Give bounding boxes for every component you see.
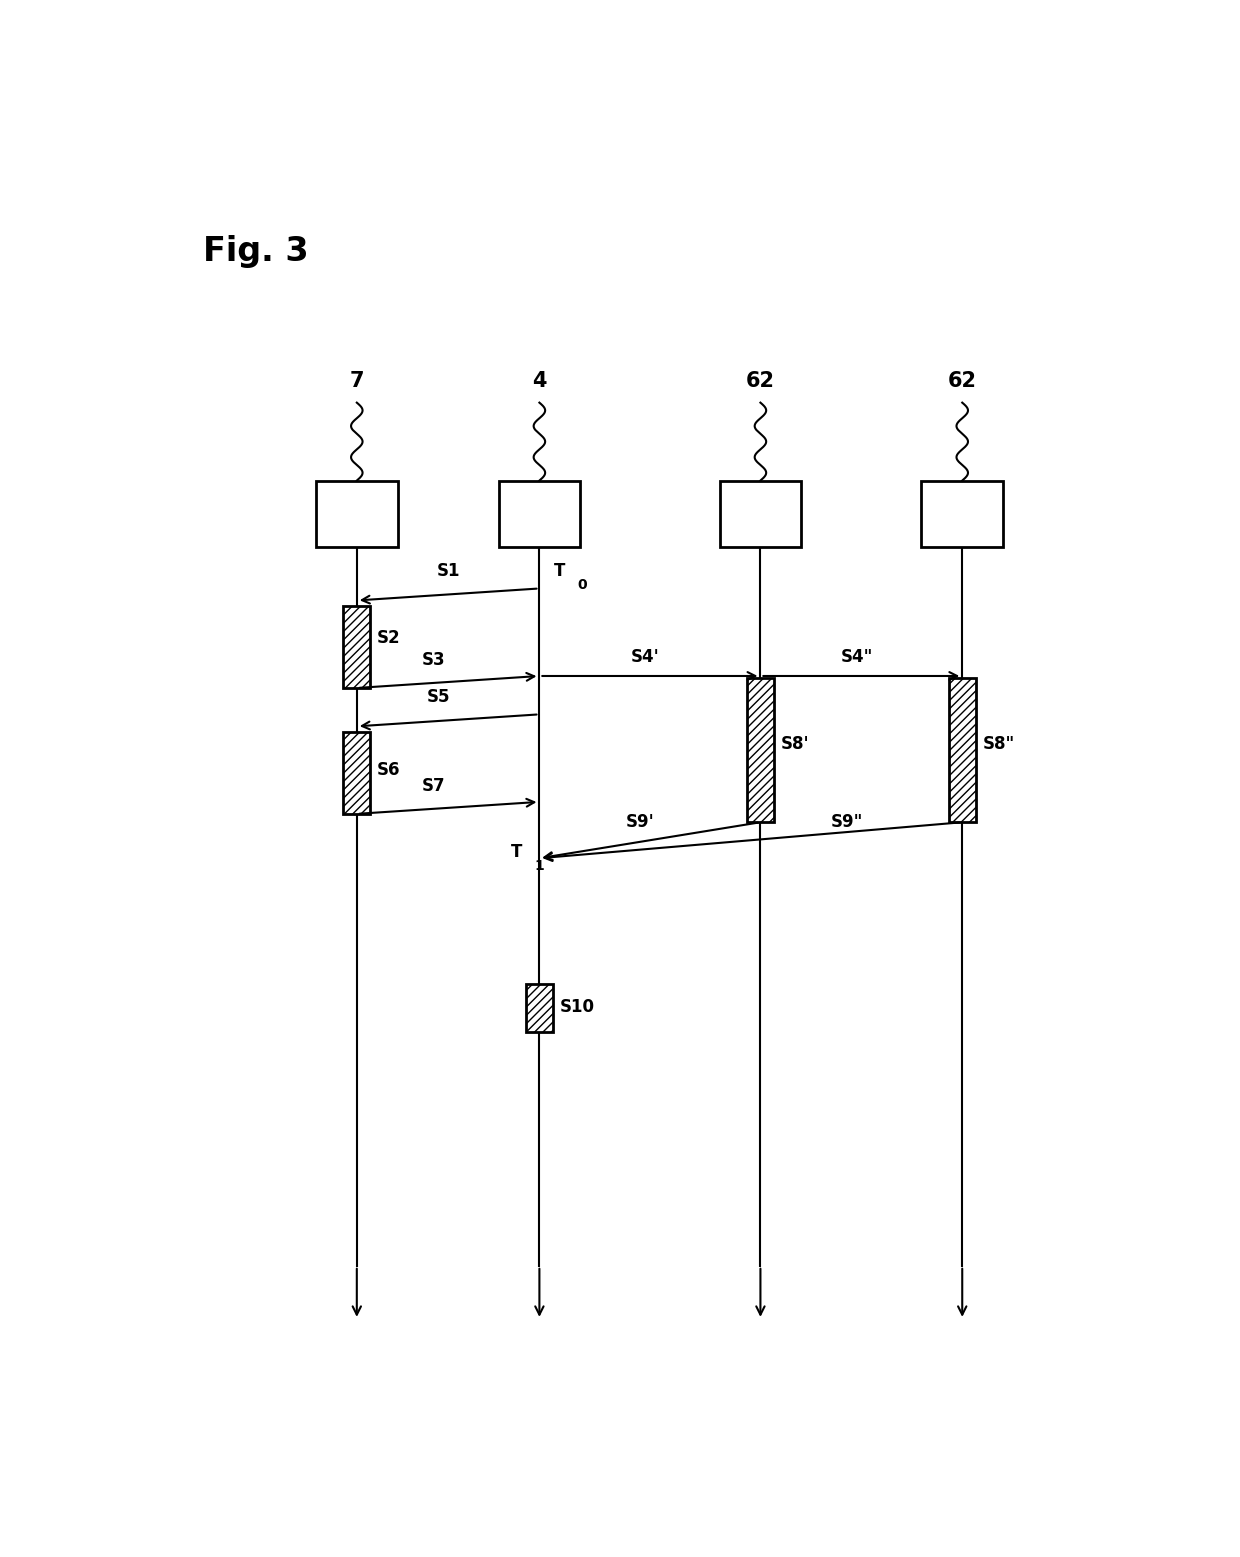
Text: S2: S2 [377, 629, 401, 646]
Text: S4': S4' [631, 648, 660, 666]
Text: 62: 62 [947, 371, 977, 391]
Text: S3: S3 [422, 651, 445, 670]
Bar [921, 481, 1003, 547]
Bar [316, 481, 398, 547]
Text: 4: 4 [532, 371, 547, 391]
Bar [719, 481, 801, 547]
Bar [343, 732, 371, 814]
Text: S10: S10 [559, 998, 595, 1015]
Text: S8': S8' [781, 735, 810, 754]
Text: 0: 0 [578, 578, 588, 592]
Text: 62: 62 [746, 371, 775, 391]
Bar [526, 984, 553, 1032]
Text: Fig. 3: Fig. 3 [203, 235, 309, 268]
Text: T: T [554, 562, 565, 581]
Text: S9": S9" [831, 813, 863, 830]
Text: S1: S1 [436, 562, 460, 581]
Text: 1: 1 [534, 858, 544, 872]
Bar [498, 481, 580, 547]
Text: S8": S8" [982, 735, 1014, 754]
Bar [343, 607, 371, 688]
Text: 7: 7 [350, 371, 365, 391]
Text: T: T [511, 842, 522, 861]
Text: S9': S9' [626, 813, 655, 830]
Bar [746, 679, 774, 822]
Bar [949, 679, 976, 822]
Text: S4": S4" [841, 648, 873, 666]
Text: S6: S6 [377, 760, 401, 778]
Text: S7: S7 [422, 777, 445, 794]
Text: S5: S5 [427, 688, 450, 705]
